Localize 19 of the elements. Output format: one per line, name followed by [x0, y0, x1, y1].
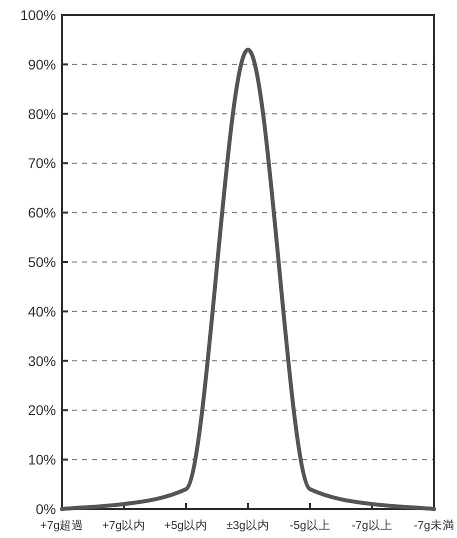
y-tick-label: 10% — [28, 452, 56, 468]
x-tick-label: ±3g以内 — [226, 519, 270, 532]
x-tick-label: -7g未満 — [414, 519, 454, 532]
y-tick-label: 30% — [28, 352, 56, 369]
x-tick-label: +7g超過 — [40, 519, 84, 532]
y-tick-label: 90% — [28, 56, 56, 72]
x-tick-label: -5g以上 — [290, 519, 330, 532]
x-tick-label: -7g以上 — [352, 519, 392, 532]
line-series — [60, 48, 436, 511]
y-tick-label: 80% — [28, 106, 56, 122]
y-tick-label: 50% — [28, 254, 56, 270]
y-tick-label: 0% — [36, 501, 56, 517]
y-tick-label: 20% — [28, 402, 56, 418]
y-tick-label: 70% — [28, 155, 56, 172]
x-tick-label: +7g以内 — [102, 519, 146, 532]
y-tick-label: 40% — [28, 303, 56, 320]
y-tick-label: 60% — [28, 204, 56, 221]
y-tick-label: 100% — [20, 7, 56, 23]
x-tick-label: +5g以内 — [164, 519, 208, 532]
